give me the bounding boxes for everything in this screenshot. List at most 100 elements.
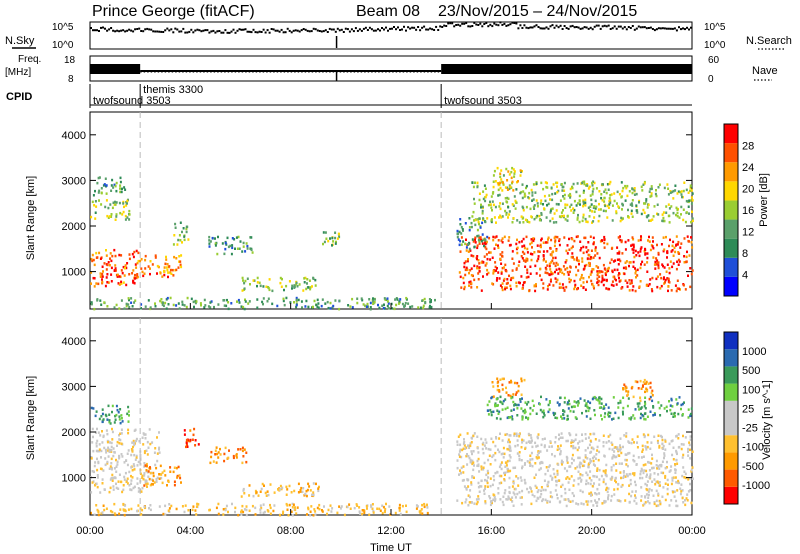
- heatmap-cell: [114, 264, 117, 267]
- heatmap-cell: [626, 464, 629, 468]
- heatmap-cell: [488, 236, 491, 240]
- nsky-point: [164, 29, 167, 32]
- heatmap-cell: [597, 458, 600, 462]
- heatmap-cell: [677, 479, 680, 483]
- colorbar-tick-label: 16: [742, 205, 754, 217]
- heatmap-cell: [616, 499, 619, 502]
- heatmap-cell: [680, 213, 682, 216]
- heatmap-cell: [652, 405, 655, 408]
- heatmap-cell: [570, 462, 573, 465]
- heatmap-cell: [583, 180, 586, 183]
- heatmap-cell: [556, 401, 559, 404]
- heatmap-cell: [588, 476, 591, 480]
- heatmap-cell: [643, 502, 646, 506]
- heatmap-cell: [600, 196, 603, 200]
- heatmap-cell: [576, 235, 579, 238]
- heatmap-cell: [668, 504, 671, 507]
- heatmap-cell: [160, 476, 163, 480]
- heatmap-cell: [502, 495, 505, 498]
- heatmap-cell: [510, 381, 513, 384]
- heatmap-cell: [529, 434, 532, 437]
- heatmap-cell: [513, 170, 516, 173]
- nsky-point: [364, 26, 367, 29]
- heatmap-cell: [485, 473, 488, 477]
- heatmap-cell: [493, 247, 496, 250]
- nsky-point: [649, 26, 652, 29]
- heatmap-cell: [110, 457, 113, 461]
- heatmap-cell: [665, 211, 668, 214]
- heatmap-cell: [530, 441, 533, 444]
- heatmap-cell: [508, 459, 511, 463]
- heatmap-cell: [107, 446, 110, 449]
- heatmap-cell: [269, 503, 271, 507]
- nsky-point: [270, 28, 273, 30]
- heatmap-cell: [518, 260, 521, 263]
- heatmap-cell: [499, 207, 502, 211]
- nsky-point: [667, 27, 670, 30]
- heatmap-cell: [563, 273, 566, 276]
- nsky-point: [180, 30, 183, 33]
- heatmap-cell: [575, 235, 578, 239]
- heatmap-cell: [262, 285, 265, 288]
- heatmap-cell: [485, 447, 488, 450]
- heatmap-cell: [98, 417, 101, 421]
- heatmap-cell: [681, 402, 684, 406]
- heatmap-cell: [642, 384, 644, 387]
- nsky-point: [310, 30, 313, 33]
- heatmap-cell: [114, 254, 117, 258]
- heatmap-cell: [466, 453, 468, 456]
- heatmap-cell: [613, 268, 616, 272]
- heatmap-cell: [226, 236, 229, 240]
- heatmap-cell: [477, 272, 480, 275]
- heatmap-cell: [134, 263, 137, 266]
- heatmap-cell: [544, 472, 547, 476]
- heatmap-cell: [662, 447, 664, 450]
- heatmap-cell: [113, 269, 116, 272]
- heatmap-cell: [575, 265, 577, 269]
- heatmap-cell: [605, 278, 608, 282]
- heatmap-cell: [631, 385, 634, 389]
- heatmap-cell: [110, 462, 113, 465]
- heatmap-cell: [549, 500, 551, 504]
- heatmap-cell: [535, 181, 538, 184]
- heatmap-cell: [481, 205, 484, 209]
- heatmap-cell: [469, 444, 472, 448]
- heatmap-cell: [100, 187, 103, 190]
- heatmap-cell: [470, 461, 473, 464]
- heatmap-cell: [551, 198, 554, 202]
- heatmap-cell: [300, 486, 303, 490]
- heatmap-cell: [593, 287, 595, 290]
- heatmap-cell: [639, 280, 642, 283]
- heatmap-cell: [463, 287, 466, 291]
- heatmap-cell: [618, 280, 621, 283]
- heatmap-cell: [543, 414, 546, 417]
- heatmap-cell: [211, 236, 214, 240]
- heatmap-cell: [607, 287, 609, 291]
- heatmap-cell: [482, 190, 485, 193]
- heatmap-cell: [525, 276, 528, 279]
- heatmap-cell: [582, 200, 585, 204]
- heatmap-cell: [232, 454, 235, 458]
- heatmap-cell: [501, 286, 503, 289]
- heatmap-cell: [252, 279, 255, 282]
- heatmap-cell: [527, 196, 530, 199]
- heatmap-cell: [616, 202, 618, 205]
- heatmap-cell: [529, 458, 532, 461]
- heatmap-cell: [591, 484, 594, 488]
- heatmap-cell: [283, 288, 285, 292]
- nsky-point: [483, 23, 486, 25]
- heatmap-cell: [584, 433, 587, 436]
- heatmap-cell: [133, 429, 136, 432]
- heatmap-cell: [365, 305, 368, 308]
- heatmap-cell: [476, 286, 479, 289]
- heatmap-cell: [602, 434, 605, 437]
- heatmap-cell: [133, 485, 136, 489]
- heatmap-cell: [128, 273, 131, 276]
- heatmap-cell: [589, 273, 592, 276]
- heatmap-cell: [648, 461, 651, 464]
- heatmap-cell: [579, 473, 582, 476]
- heatmap-cell: [665, 466, 668, 469]
- heatmap-cell: [163, 469, 166, 473]
- nsky-point: [647, 27, 650, 29]
- nsky-point: [547, 27, 550, 30]
